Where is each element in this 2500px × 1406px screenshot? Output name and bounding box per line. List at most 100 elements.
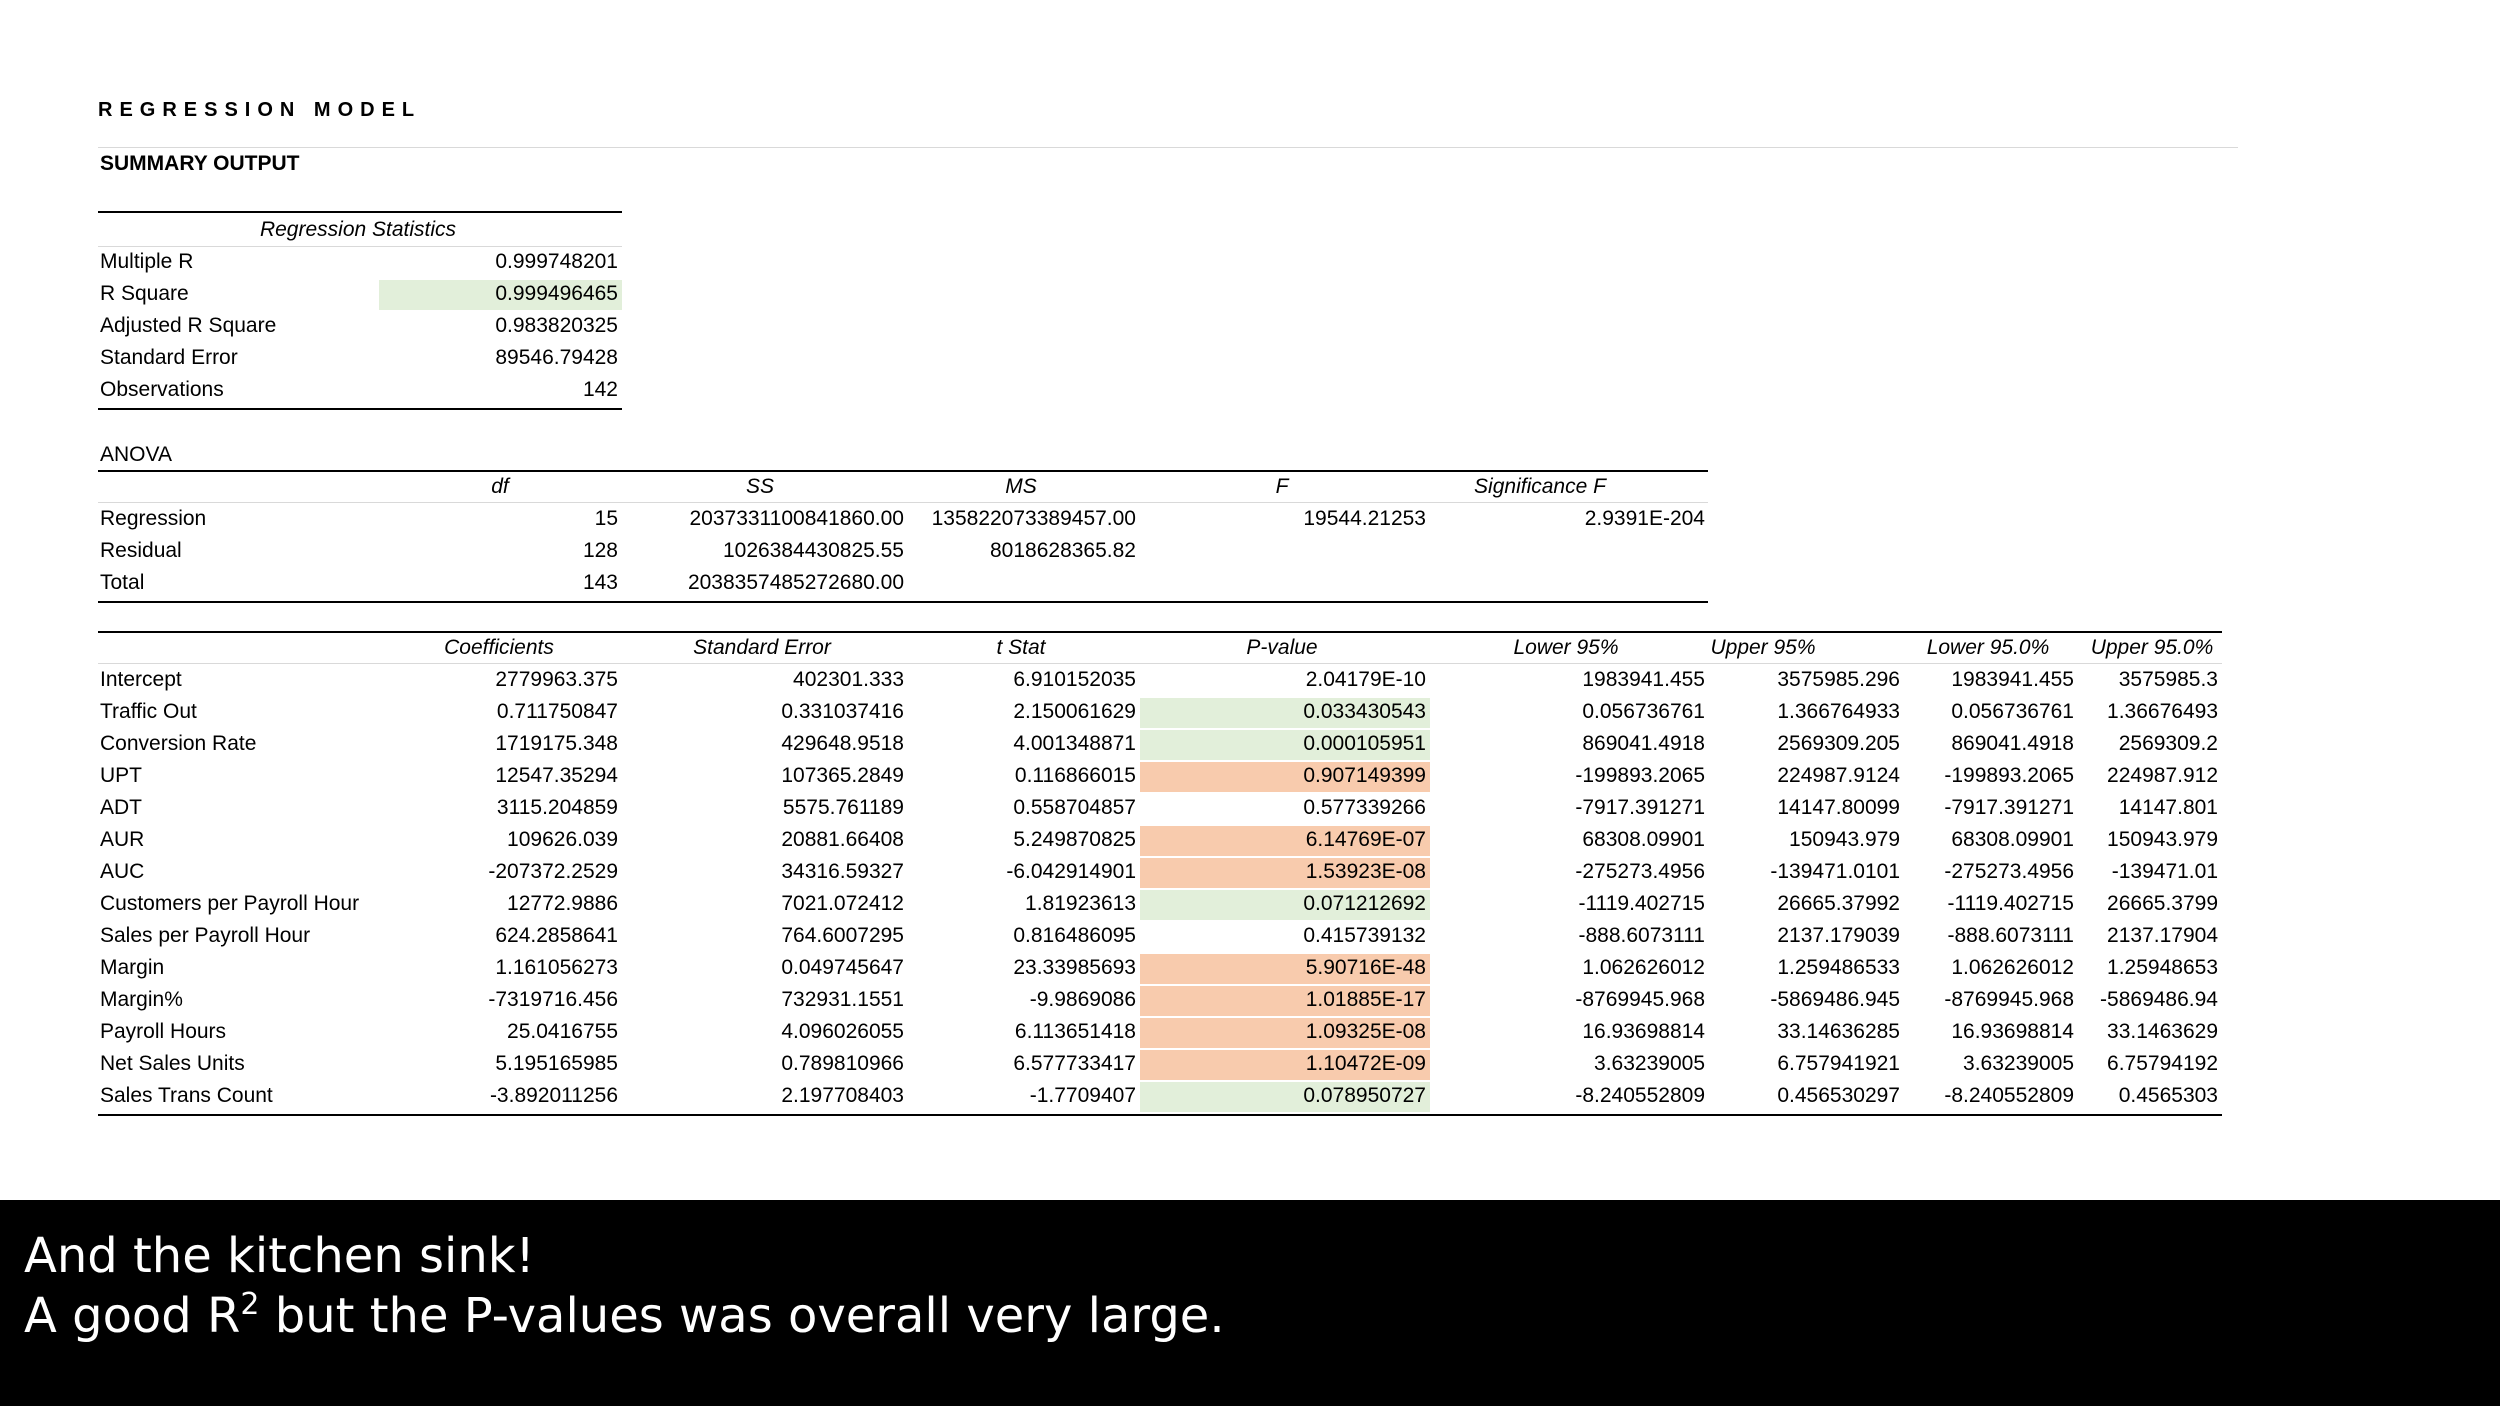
coef-cell: -8769945.968 [1575,988,1705,1011]
coef-cell: 764.6007295 [781,924,904,947]
regression-stats-header: Regression Statistics [259,218,457,241]
coef-cell: 12547.35294 [495,764,618,787]
coef-row-label: Conversion Rate [100,732,257,755]
regression-stats-header-rule [98,246,622,247]
coef-cell: -8.240552809 [1944,1084,2074,1107]
coef-header: Coefficients [444,636,554,659]
anova-cell: 135822073389457.00 [931,507,1136,530]
coef-row-label: ADT [100,796,142,819]
coef-cell: 6.113651418 [1014,1020,1136,1043]
coef-cell: -5869486.94 [2100,988,2218,1011]
coef-cell: 1.53923E-08 [1305,860,1426,883]
coef-cell: 2137.179039 [1777,924,1900,947]
p-value-highlight [1140,890,1430,920]
coef-cell: 224987.9124 [1777,764,1900,787]
coef-cell: 0.907149399 [1303,764,1426,787]
p-value-highlight [1140,1082,1430,1112]
anova-cell: 143 [582,571,618,594]
anova-label: ANOVA [100,443,172,466]
coef-cell: -3.892011256 [489,1084,618,1107]
coef-cell: 109626.039 [507,828,618,851]
coef-cell: 0.331037416 [781,700,904,723]
coef-cell: 6.757941921 [1777,1052,1900,1075]
coef-cell: -139471.01 [2111,860,2218,883]
coef-cell: -888.6073111 [1578,924,1705,947]
coef-cell: -7917.391271 [1944,796,2074,819]
coef-cell: 5.249870825 [1013,828,1136,851]
anova-header: Significance F [1474,475,1606,498]
anova-header-rule [98,502,1708,503]
coef-cell: 68308.09901 [1951,828,2074,851]
coef-header: Upper 95.0% [2090,636,2214,659]
coef-cell: 2569309.205 [1777,732,1900,755]
coef-cell: 2.150061629 [1013,700,1136,723]
anova-row-label: Residual [100,539,182,562]
caption-line-2-suffix: but the P-values was overall very large. [259,1288,1225,1344]
coef-row-label: Intercept [100,668,182,691]
coef-header: Standard Error [693,636,831,659]
coef-cell: -207372.2529 [488,860,618,883]
coef-cell: 0.558704857 [1013,796,1136,819]
coef-cell: 1.09325E-08 [1305,1020,1426,1043]
regression-stat-label: Observations [100,378,224,401]
coef-cell: -8769945.968 [1944,988,2074,1011]
coef-cell: 5575.761189 [782,796,904,819]
coef-cell: 3115.204859 [496,796,618,819]
coef-cell: 0.078950727 [1303,1084,1426,1107]
anova-header: MS [1005,475,1037,498]
coef-cell: 14147.80099 [1777,796,1900,819]
coef-cell: 1.25948653 [2107,956,2218,979]
p-value-highlight [1140,1018,1430,1048]
caption-line-1: And the kitchen sink! [24,1228,535,1284]
summary-top-rule [98,147,2238,148]
anova-cell: 128 [582,539,618,562]
coef-cell: 33.1463629 [2107,1020,2218,1043]
anova-row-label: Regression [100,507,207,530]
coef-cell: 150943.979 [2107,828,2218,851]
regression-stat-value: 142 [582,378,618,401]
p-value-highlight [1140,730,1430,760]
coef-cell: 0.056736761 [1582,700,1705,723]
coef-cell: 25.0416755 [507,1020,618,1043]
anova-cell: 19544.21253 [1303,507,1426,530]
regression-stat-value: 0.999748201 [495,250,618,273]
p-value-highlight [1140,858,1430,888]
summary-output-label: SUMMARY OUTPUT [100,152,300,175]
coef-cell: -8.240552809 [1575,1084,1705,1107]
anova-cell: 2038357485272680.00 [687,571,904,594]
coef-cell: 1.366764933 [1777,700,1900,723]
coef-cell: 26665.3799 [2107,892,2218,915]
regression-stat-value: 89546.79428 [495,346,618,369]
coef-cell: -6.042914901 [1006,860,1136,883]
coef-row-label: UPT [100,764,142,787]
coef-row-label: Payroll Hours [100,1020,227,1043]
coef-cell: 3575985.3 [2118,668,2218,691]
coef-cell: 2137.17904 [2107,924,2218,947]
coef-cell: 1.161056273 [495,956,618,979]
coef-cell: 1.01885E-17 [1305,988,1426,1011]
coef-cell: 0.000105951 [1303,732,1426,755]
coef-cell: -1119.402715 [1947,892,2074,915]
coef-bottom-rule [98,1114,2222,1116]
coef-cell: 0.415739132 [1303,924,1426,947]
p-value-highlight [1140,698,1430,728]
coef-row-label: Customers per Payroll Hour [100,892,360,915]
anova-row-label: Total [100,571,145,594]
coef-cell: 429648.9518 [781,732,904,755]
p-value-highlight [1140,954,1430,984]
coef-cell: 1719175.348 [495,732,618,755]
anova-cell: 8018628365.82 [990,539,1136,562]
coef-cell: 0.816486095 [1013,924,1136,947]
coef-cell: 1.81923613 [1025,892,1136,915]
coef-cell: 16.93698814 [1951,1020,2074,1043]
regression-stats-top-rule [98,211,622,213]
anova-cell: 1026384430825.55 [722,539,904,562]
coef-cell: 34316.59327 [781,860,904,883]
p-value-highlight [1140,762,1430,792]
coef-cell: 4.001348871 [1013,732,1136,755]
coef-cell: 33.14636285 [1777,1020,1900,1043]
coef-cell: 869041.4918 [1582,732,1705,755]
anova-bottom-rule [98,601,1708,603]
coef-cell: -7917.391271 [1575,796,1705,819]
coef-cell: 5.90716E-48 [1305,956,1426,979]
